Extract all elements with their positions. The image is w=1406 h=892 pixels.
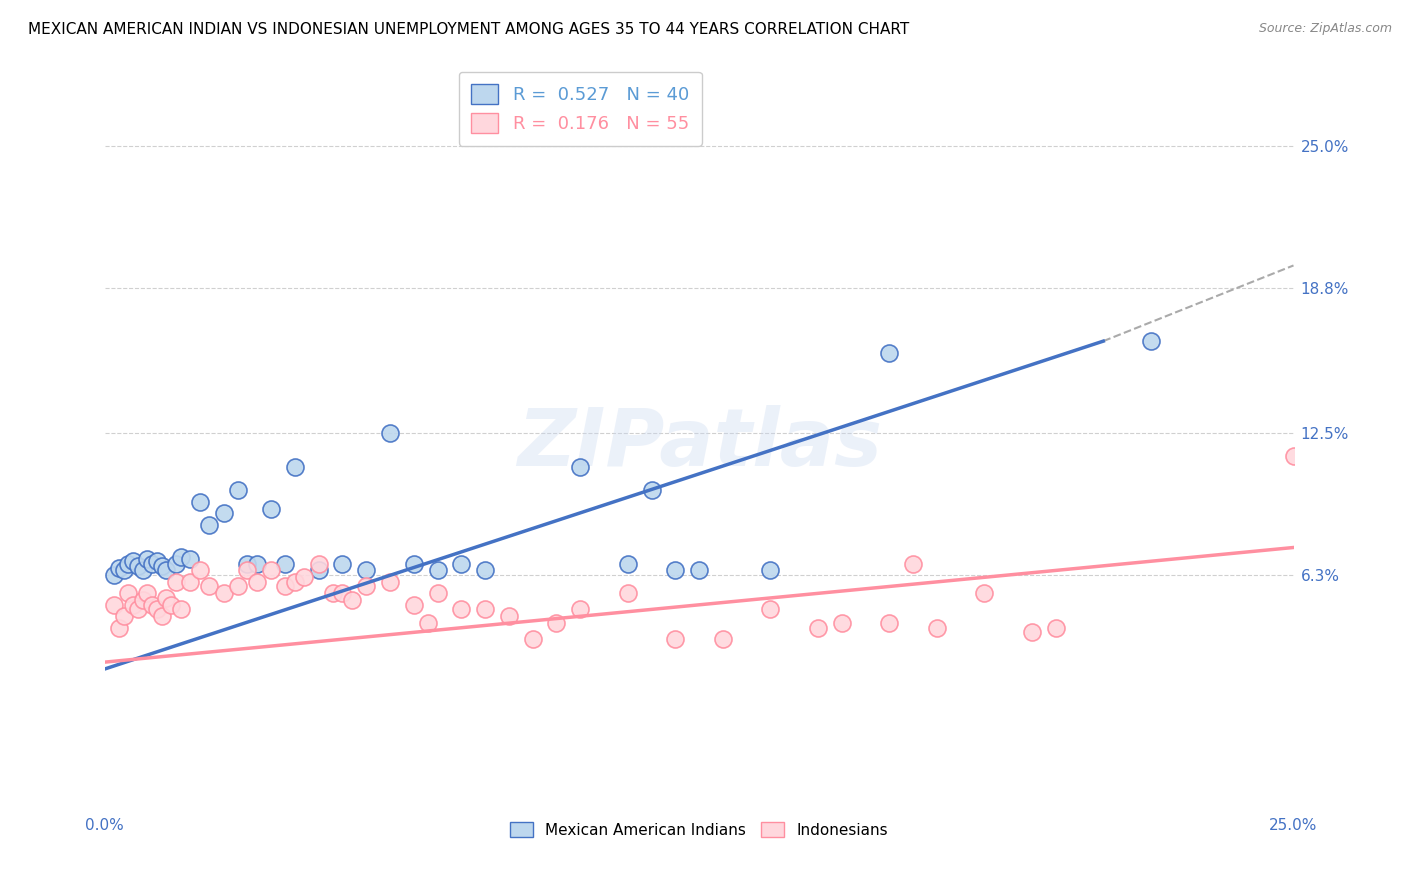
Point: [640, 483, 662, 498]
Point: [155, 591, 177, 605]
Point: [450, 602, 472, 616]
Point: [188, 494, 211, 508]
Legend: Mexican American Indians, Indonesians: Mexican American Indians, Indonesians: [503, 815, 894, 844]
Point: [146, 602, 169, 616]
Point: [474, 563, 496, 577]
Point: [402, 557, 425, 571]
Point: [901, 557, 924, 571]
Point: [426, 563, 449, 577]
Point: [260, 501, 283, 516]
Point: [616, 586, 638, 600]
Point: [141, 557, 163, 571]
Point: [354, 579, 377, 593]
Point: [117, 586, 139, 600]
Point: [127, 558, 149, 573]
Point: [1140, 334, 1163, 348]
Point: [108, 621, 131, 635]
Point: [664, 563, 686, 577]
Point: [546, 616, 568, 631]
Point: [236, 563, 259, 577]
Point: [354, 563, 377, 577]
Point: [112, 563, 135, 577]
Point: [807, 621, 830, 635]
Point: [170, 602, 193, 616]
Point: [122, 598, 145, 612]
Point: [426, 586, 449, 600]
Point: [188, 563, 211, 577]
Point: [569, 460, 592, 475]
Point: [212, 586, 235, 600]
Point: [274, 579, 297, 593]
Point: [378, 425, 401, 440]
Point: [198, 517, 221, 532]
Point: [1045, 621, 1067, 635]
Text: MEXICAN AMERICAN INDIAN VS INDONESIAN UNEMPLOYMENT AMONG AGES 35 TO 44 YEARS COR: MEXICAN AMERICAN INDIAN VS INDONESIAN UN…: [28, 22, 910, 37]
Point: [308, 563, 330, 577]
Point: [1021, 625, 1043, 640]
Point: [284, 574, 307, 589]
Point: [274, 557, 297, 571]
Point: [226, 483, 249, 498]
Point: [322, 586, 344, 600]
Point: [402, 598, 425, 612]
Point: [108, 561, 131, 575]
Point: [1282, 449, 1305, 463]
Point: [759, 602, 782, 616]
Point: [925, 621, 948, 635]
Point: [498, 609, 520, 624]
Point: [879, 616, 901, 631]
Text: Source: ZipAtlas.com: Source: ZipAtlas.com: [1258, 22, 1392, 36]
Point: [150, 609, 173, 624]
Point: [226, 579, 249, 593]
Point: [179, 574, 201, 589]
Point: [165, 574, 187, 589]
Point: [132, 593, 155, 607]
Point: [340, 593, 363, 607]
Point: [688, 563, 710, 577]
Point: [332, 586, 354, 600]
Point: [711, 632, 734, 647]
Point: [117, 557, 139, 571]
Point: [292, 570, 315, 584]
Point: [378, 574, 401, 589]
Point: [973, 586, 995, 600]
Point: [103, 568, 125, 582]
Point: [879, 345, 901, 359]
Point: [616, 557, 638, 571]
Point: [522, 632, 544, 647]
Point: [165, 557, 187, 571]
Point: [308, 557, 330, 571]
Point: [664, 632, 686, 647]
Point: [146, 554, 169, 568]
Text: ZIPatlas: ZIPatlas: [516, 405, 882, 483]
Point: [569, 602, 592, 616]
Point: [236, 557, 259, 571]
Point: [127, 602, 149, 616]
Point: [260, 563, 283, 577]
Point: [122, 554, 145, 568]
Point: [150, 558, 173, 573]
Point: [136, 552, 159, 566]
Point: [332, 557, 354, 571]
Point: [179, 552, 201, 566]
Point: [284, 460, 307, 475]
Point: [132, 563, 155, 577]
Point: [160, 598, 183, 612]
Point: [155, 563, 177, 577]
Point: [416, 616, 439, 631]
Point: [170, 549, 193, 564]
Point: [246, 574, 269, 589]
Point: [141, 598, 163, 612]
Point: [103, 598, 125, 612]
Point: [198, 579, 221, 593]
Point: [759, 563, 782, 577]
Point: [112, 609, 135, 624]
Point: [450, 557, 472, 571]
Point: [212, 506, 235, 520]
Point: [831, 616, 853, 631]
Point: [474, 602, 496, 616]
Point: [246, 557, 269, 571]
Point: [136, 586, 159, 600]
